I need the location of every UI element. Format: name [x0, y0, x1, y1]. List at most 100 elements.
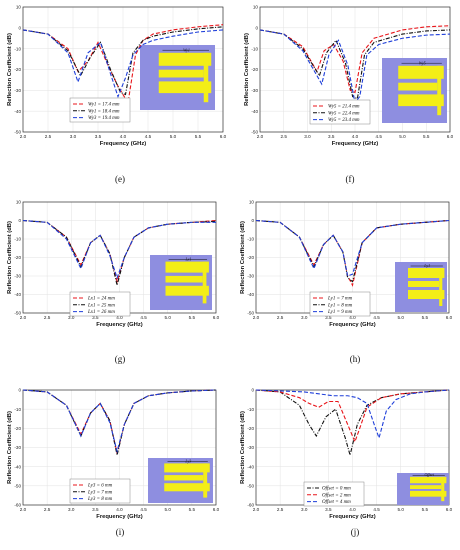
patch-element [398, 65, 444, 79]
x-tick-label: 3.5 [95, 134, 102, 139]
panel-f: 2.0 2.5 3.0 3.5 4.0 4.5 5.0 5.5 6.0 10 0 -10 -20 -30 -… [244, 5, 454, 184]
y-tick-label: -30 [251, 88, 258, 93]
legend-entry: Ly1 = 9 mm [327, 310, 353, 315]
y-axis-label: Reflection Coefficient (dB) [244, 33, 250, 106]
patch-element [202, 261, 207, 304]
legend-entry: Lx1 = 26 mm [87, 310, 115, 315]
patch-element [203, 463, 208, 498]
y-tick-label: -30 [14, 274, 21, 279]
legend-entry: Ly3 = 6 mm [87, 484, 113, 489]
panel-j: 2.0 2.5 3.0 3.5 4.0 4.5 5.0 5.5 6.0 0 -10 -20 -30 -40… [240, 388, 453, 537]
y-tick-label: -50 [14, 483, 21, 488]
x-tick-label: 2.5 [44, 315, 51, 320]
y-tick-label: -20 [14, 67, 21, 72]
patch-element [164, 475, 204, 481]
series-line-3 [22, 29, 224, 99]
x-axis-label: Frequency (GHz) [96, 322, 142, 328]
panel-label: (h) [350, 354, 361, 364]
plot-frame [22, 389, 217, 506]
inset-dimension-label: Lx1 [184, 257, 191, 262]
y-tick-label: 0 [251, 218, 254, 223]
series-line-1 [255, 389, 450, 456]
panel-e: 2.0 2.5 3.0 3.5 4.0 4.5 5.0 5.5 6.0 10 0 -10 -20 -30 -… [7, 5, 227, 184]
x-tick-label: 2.0 [20, 315, 27, 320]
legend-entry: Ly1 = 8 mm [327, 303, 353, 308]
antenna-inset: Ly1 [395, 262, 447, 312]
x-tick-label: 2.5 [281, 134, 288, 139]
y-tick-label: -50 [14, 311, 21, 316]
y-tick-label: -10 [247, 407, 254, 412]
panel-label: (e) [115, 174, 125, 184]
x-tick-label: 2.0 [20, 507, 27, 512]
x-tick-label: 5.0 [170, 134, 177, 139]
legend-entry: Wy1 = 17.4 mm [88, 103, 120, 108]
x-tick-label: 2.5 [277, 315, 284, 320]
x-tick-label: 2.5 [277, 507, 284, 512]
panel-label: (f) [346, 174, 355, 184]
patch-element [408, 290, 445, 299]
antenna-inset: Wy5 [382, 58, 447, 123]
y-tick-label: 0 [251, 388, 254, 393]
series-line-3 [22, 389, 217, 454]
x-tick-label: 5.0 [165, 507, 172, 512]
y-tick-label: -40 [14, 292, 21, 297]
series-line-1 [259, 25, 451, 94]
panel-g: 2.0 2.5 3.0 3.5 4.0 4.5 5.0 5.5 6.0 10 0 -10 -20 -30 -… [7, 200, 220, 364]
legend-entry: Wy5 = 21.4 mm [328, 105, 360, 110]
y-tick-label: 10 [253, 5, 259, 10]
plot-frame [259, 6, 451, 133]
series-line-3 [255, 219, 450, 277]
x-tick-label: 3.5 [325, 507, 332, 512]
y-tick-label: -30 [247, 445, 254, 450]
patch-element [165, 275, 203, 283]
x-tick-label: 4.0 [352, 134, 359, 139]
x-tick-label: 3.5 [92, 315, 99, 320]
patch-element [158, 81, 212, 94]
panel-label: (g) [115, 354, 126, 364]
legend-entry: Wy5 = 23.4 mm [328, 118, 360, 123]
y-tick-label: -20 [247, 426, 254, 431]
x-tick-label: 2.0 [253, 507, 260, 512]
y-tick-label: -30 [14, 445, 21, 450]
x-tick-label: 3.5 [328, 134, 335, 139]
x-tick-label: 4.5 [140, 315, 147, 320]
x-tick-label: 3.0 [301, 315, 308, 320]
patch-element [408, 281, 440, 287]
inset-dimension-label: Offset [424, 472, 434, 477]
y-tick-label: -40 [247, 292, 254, 297]
x-axis-label: Frequency (GHz) [329, 514, 375, 520]
plot-frame [22, 6, 224, 133]
legend-entry: Ly1 = 7 mm [327, 297, 353, 302]
patch-element [203, 52, 209, 103]
x-tick-label: 4.5 [140, 507, 147, 512]
y-axis-label: Reflection Coefficient (dB) [7, 33, 13, 106]
y-tick-label: -20 [14, 426, 21, 431]
series-line-3 [22, 219, 216, 280]
patch-element [158, 69, 204, 78]
y-tick-label: 0 [255, 25, 258, 30]
x-tick-label: 3.0 [70, 134, 77, 139]
x-tick-label: 4.5 [376, 134, 383, 139]
x-tick-label: 5.5 [423, 134, 430, 139]
y-tick-label: -50 [14, 130, 21, 135]
patch-element [398, 94, 444, 107]
x-tick-label: 4.0 [120, 134, 127, 139]
y-tick-label: -30 [14, 88, 21, 93]
y-tick-label: -10 [14, 46, 21, 51]
patch-element [410, 476, 447, 484]
x-tick-label: 6.0 [447, 134, 454, 139]
legend-entry: Offset = 0 mm [322, 487, 351, 492]
x-tick-label: 6.0 [446, 507, 453, 512]
y-tick-label: 10 [16, 5, 22, 10]
x-tick-label: 4.5 [373, 507, 380, 512]
x-tick-label: 4.5 [373, 315, 380, 320]
x-tick-label: 2.0 [20, 134, 27, 139]
x-tick-label: 5.5 [422, 507, 429, 512]
x-tick-label: 3.0 [301, 507, 308, 512]
x-tick-label: 5.5 [422, 315, 429, 320]
panel-label: (j) [351, 527, 360, 537]
